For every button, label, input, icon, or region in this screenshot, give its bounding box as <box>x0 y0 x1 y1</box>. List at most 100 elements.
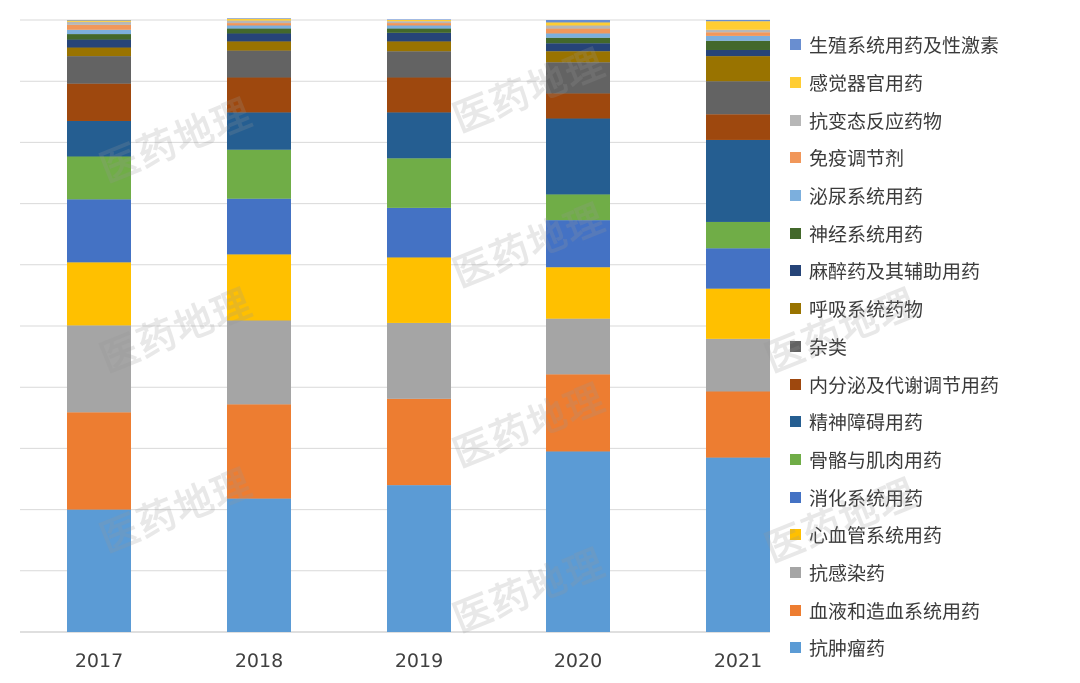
legend-label: 生殖系统用药及性激素 <box>809 35 1000 58</box>
bar-segment <box>387 398 451 486</box>
bar-segment <box>546 194 610 221</box>
bar-segment <box>546 22 610 26</box>
legend-item: 抗变态反应药物 <box>790 101 1075 139</box>
bar-segment <box>67 56 131 84</box>
legend-item: 神经系统用药 <box>790 214 1075 252</box>
legend-swatch <box>790 416 801 428</box>
legend-item: 呼吸系统药物 <box>790 290 1075 328</box>
legend-label: 抗肿瘤药 <box>809 638 886 661</box>
legend-item: 消化系统用药 <box>790 478 1075 516</box>
bar-segment <box>546 118 610 195</box>
bar-segment <box>227 41 291 51</box>
bar-segment <box>67 262 131 326</box>
bar-segment <box>706 49 770 57</box>
legend-label: 杂类 <box>809 336 848 359</box>
bar-segment <box>227 254 291 321</box>
bar-segment <box>387 158 451 208</box>
bar-segment <box>546 318 610 375</box>
legend-item: 麻醉药及其辅助用药 <box>790 252 1075 290</box>
bar-segment <box>706 248 770 289</box>
bar-segment <box>387 112 451 159</box>
bar-segment <box>706 20 770 22</box>
bar-segment <box>67 120 131 157</box>
bar-segment <box>387 77 451 113</box>
bar-segment <box>387 23 451 26</box>
legend-item: 抗肿瘤药 <box>790 629 1075 667</box>
legend-swatch <box>790 303 801 315</box>
bar-segment <box>227 28 291 34</box>
x-tick-label: 2020 <box>554 650 602 672</box>
legend-swatch <box>790 529 801 541</box>
bar-segment <box>227 112 291 150</box>
bar-segment <box>387 28 451 33</box>
bar-segment <box>546 25 610 29</box>
bar-segment <box>706 139 770 222</box>
legend-item: 精神障碍用药 <box>790 403 1075 441</box>
bar-segment <box>227 198 291 255</box>
bar-segment <box>546 43 610 52</box>
x-tick-label: 2018 <box>235 650 283 672</box>
bar-segment <box>227 404 291 499</box>
legend-swatch <box>790 566 801 578</box>
bar-segment <box>546 37 610 44</box>
bar-segment <box>706 81 770 115</box>
bar-segment <box>387 207 451 258</box>
bar-segment <box>387 41 451 52</box>
stacked-bar-chart: 2017 2018 2019 2020 2021 <box>20 18 770 672</box>
bar-segment <box>67 412 131 510</box>
bar-segment <box>706 457 770 632</box>
bar-segment <box>546 93 610 119</box>
bar-segment <box>546 51 610 63</box>
legend-label: 血液和造血系统用药 <box>809 600 981 623</box>
legend-swatch <box>790 265 801 277</box>
bar-segment <box>706 21 770 30</box>
bar-segment <box>546 220 610 268</box>
x-tick-label: 2021 <box>714 650 762 672</box>
legend-item: 免疫调节剂 <box>790 139 1075 177</box>
bar-segment <box>67 20 131 21</box>
legend-label: 心血管系统用药 <box>809 525 943 548</box>
bar-segment <box>67 83 131 121</box>
legend-label: 神经系统用药 <box>809 223 924 246</box>
legend: 生殖系统用药及性激素 感觉器官用药抗变态反应药物 免疫调节剂泌尿系统用药 神经系统用药… <box>790 26 1075 667</box>
legend-label: 泌尿系统用药 <box>809 186 924 209</box>
bar-segment <box>67 325 131 413</box>
bar-segment <box>227 33 291 42</box>
bar-segment <box>387 32 451 42</box>
bar-segment <box>227 18 291 21</box>
legend-item: 心血管系统用药 <box>790 516 1075 554</box>
bar-segment <box>546 451 610 632</box>
bar-segment <box>387 20 451 22</box>
bar-segment <box>706 40 770 50</box>
bar-segment <box>546 20 610 23</box>
legend-item: 抗感染药 <box>790 554 1075 592</box>
bar-segment <box>706 35 770 41</box>
legend-swatch <box>790 227 801 239</box>
bar-segment <box>67 39 131 48</box>
bar-segment <box>546 267 610 319</box>
bar-segment <box>67 199 131 263</box>
legend-item: 血液和造血系统用药 <box>790 591 1075 629</box>
bar-segment <box>387 485 451 632</box>
bar-segment <box>67 47 131 57</box>
legend-label: 消化系统用药 <box>809 487 924 510</box>
legend-swatch <box>790 642 801 654</box>
bar-segment <box>67 20 131 22</box>
bar-segment <box>227 149 291 199</box>
bar-segment <box>227 18 291 19</box>
legend-swatch <box>790 77 801 89</box>
x-tick-label: 2017 <box>75 650 123 672</box>
bar-segment <box>706 114 770 140</box>
bar-segment <box>706 338 770 392</box>
legend-swatch <box>790 152 801 164</box>
legend-label: 呼吸系统药物 <box>809 299 924 322</box>
bar-segment <box>387 257 451 323</box>
bar-segment <box>227 320 291 405</box>
bar-segment <box>706 288 770 339</box>
legend-label: 内分泌及代谢调节用药 <box>809 374 1000 397</box>
x-tick-label: 2019 <box>395 650 443 672</box>
bar-segment <box>546 374 610 452</box>
bar-segment <box>67 24 131 30</box>
legend-swatch <box>790 604 801 616</box>
legend-label: 感觉器官用药 <box>809 73 924 96</box>
